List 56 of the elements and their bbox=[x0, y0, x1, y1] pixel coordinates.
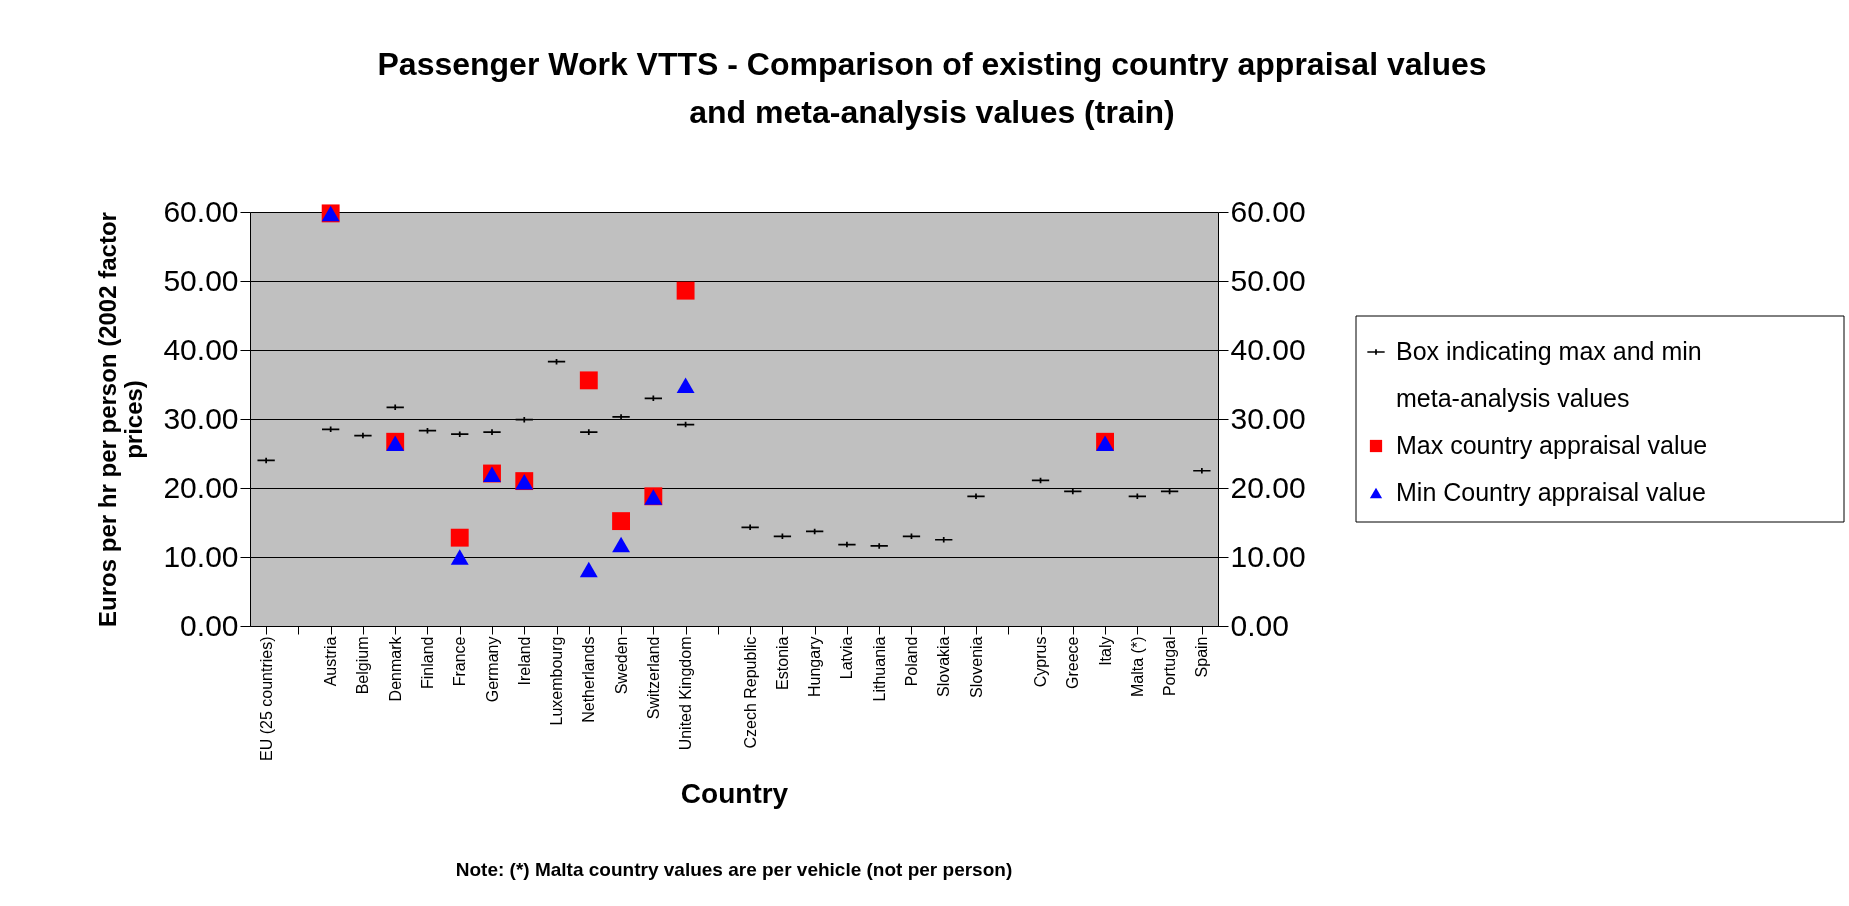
legend-label: Max country appraisal value bbox=[1396, 431, 1708, 459]
x-tick-label: Cyprus bbox=[1032, 636, 1050, 688]
x-tick-label: Luxembourg bbox=[548, 636, 566, 726]
x-tick-label: Malta (*) bbox=[1128, 636, 1146, 697]
legend-label: Box indicating max and min meta-analysis values bbox=[1396, 337, 1702, 412]
x-tick-label: Netherlands bbox=[580, 636, 598, 723]
point bbox=[450, 549, 469, 565]
y2-tick-label: 0.00 bbox=[1230, 608, 1289, 642]
x-tick-label: Italy bbox=[1096, 636, 1114, 666]
x-tick-label: Poland bbox=[902, 636, 920, 687]
x-tick-label: Spain bbox=[1193, 636, 1211, 678]
y2-tick-label: 20.00 bbox=[1230, 470, 1306, 504]
x-tick-label: Latvia bbox=[838, 636, 856, 680]
x-tick-label: France bbox=[451, 636, 469, 687]
text: Note: (*) Malta country values are per vehicle (not per person) bbox=[455, 859, 1013, 880]
x-tick-label: Czech Republic bbox=[741, 636, 759, 749]
y-tick-label: 40.00 bbox=[163, 332, 239, 366]
x-tick-label: Lithuania bbox=[870, 636, 888, 702]
y-axis-title: Euros per hr per person (2002 factor prices) bbox=[94, 212, 148, 627]
y2-tick-label: 40.00 bbox=[1230, 332, 1306, 366]
x-tick-label: Sweden bbox=[612, 636, 630, 695]
x-tick-label: Austria bbox=[322, 636, 340, 687]
x-tick-label: Hungary bbox=[806, 636, 824, 697]
legend-label: Min Country appraisal value bbox=[1396, 478, 1706, 506]
point bbox=[676, 377, 695, 393]
y-tick-label: 60.00 bbox=[163, 194, 239, 228]
y-tick-label: 0.00 bbox=[180, 608, 239, 642]
x-tick-label: Denmark bbox=[386, 635, 404, 702]
y2-tick-label: 10.00 bbox=[1230, 539, 1306, 573]
y2-tick-label: 60.00 bbox=[1230, 194, 1306, 228]
point bbox=[612, 536, 631, 553]
x-tick-label: Greece bbox=[1064, 636, 1082, 689]
point bbox=[579, 561, 598, 578]
y2-tick-label: 30.00 bbox=[1230, 401, 1306, 435]
x-tick-label: Estonia bbox=[773, 636, 791, 690]
point bbox=[612, 512, 631, 531]
y2-tick-label: 50.00 bbox=[1230, 263, 1306, 297]
x-tick-label: Portugal bbox=[1161, 636, 1179, 697]
point bbox=[676, 281, 695, 300]
x-axis-title: Country bbox=[680, 777, 789, 809]
x-tick-label: Ireland bbox=[515, 636, 533, 686]
point bbox=[450, 528, 469, 547]
x-tick-label: Switzerland bbox=[644, 636, 662, 720]
y-tick-label: 50.00 bbox=[163, 263, 239, 297]
point bbox=[579, 371, 598, 390]
x-tick-label: EU (25 countries) bbox=[257, 636, 275, 761]
x-tick-label: Finland bbox=[418, 636, 436, 689]
y-tick-label: 20.00 bbox=[163, 470, 239, 504]
x-tick-label: Slovakia bbox=[935, 636, 953, 697]
chart-title: Passenger Work VTTS - Comparison of existing country appraisal values and meta-analysis values (train) bbox=[377, 46, 1487, 130]
x-tick-label: Slovenia bbox=[967, 636, 985, 698]
x-tick-label: Belgium bbox=[354, 636, 372, 695]
y-tick-label: 10.00 bbox=[163, 539, 239, 573]
x-tick-label: United Kingdom bbox=[677, 636, 695, 751]
y-tick-label: 30.00 bbox=[163, 401, 239, 435]
x-tick-label: Germany bbox=[483, 636, 501, 703]
